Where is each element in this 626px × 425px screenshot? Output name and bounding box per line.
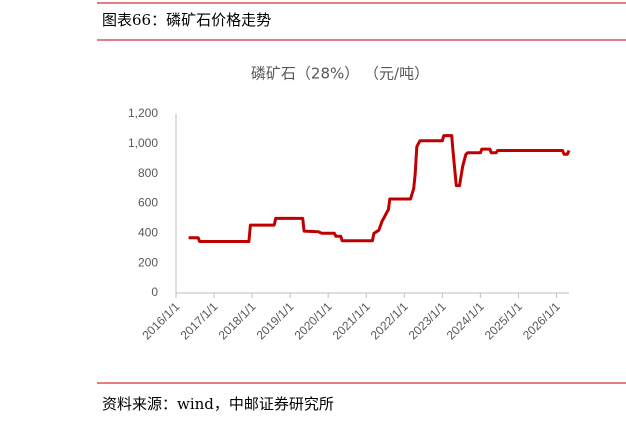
y-tick-label: 1,200	[128, 106, 158, 120]
y-tick-label: 400	[138, 226, 158, 240]
y-tick-label: 800	[138, 166, 158, 180]
x-tick-label: 2020/1/1	[292, 299, 335, 342]
figure-title: 图表66：磷矿石价格走势	[102, 11, 271, 29]
price-line	[188, 134, 571, 243]
x-tick-label: 2022/1/1	[368, 299, 411, 342]
x-tick-label: 2025/1/1	[482, 299, 525, 342]
x-tick-label: 2021/1/1	[330, 299, 373, 342]
y-tick-label: 1,000	[128, 136, 158, 150]
y-tick-label: 200	[138, 255, 158, 269]
x-tick-label: 2018/1/1	[216, 299, 259, 342]
x-tick-label: 2017/1/1	[178, 299, 221, 342]
x-tick-label: 2019/1/1	[254, 299, 297, 342]
chart-title: 磷矿石（28%） （元/吨）	[251, 65, 429, 83]
x-tick-label: 2026/1/1	[520, 299, 563, 342]
source-note: 资料来源：wind，中邮证券研究所	[102, 395, 334, 413]
x-tick-label: 2024/1/1	[444, 299, 487, 342]
x-tick-label: 2016/1/1	[139, 299, 182, 342]
y-tick-label: 600	[138, 196, 158, 210]
y-tick-label: 0	[151, 285, 158, 299]
x-tick-label: 2023/1/1	[406, 299, 449, 342]
